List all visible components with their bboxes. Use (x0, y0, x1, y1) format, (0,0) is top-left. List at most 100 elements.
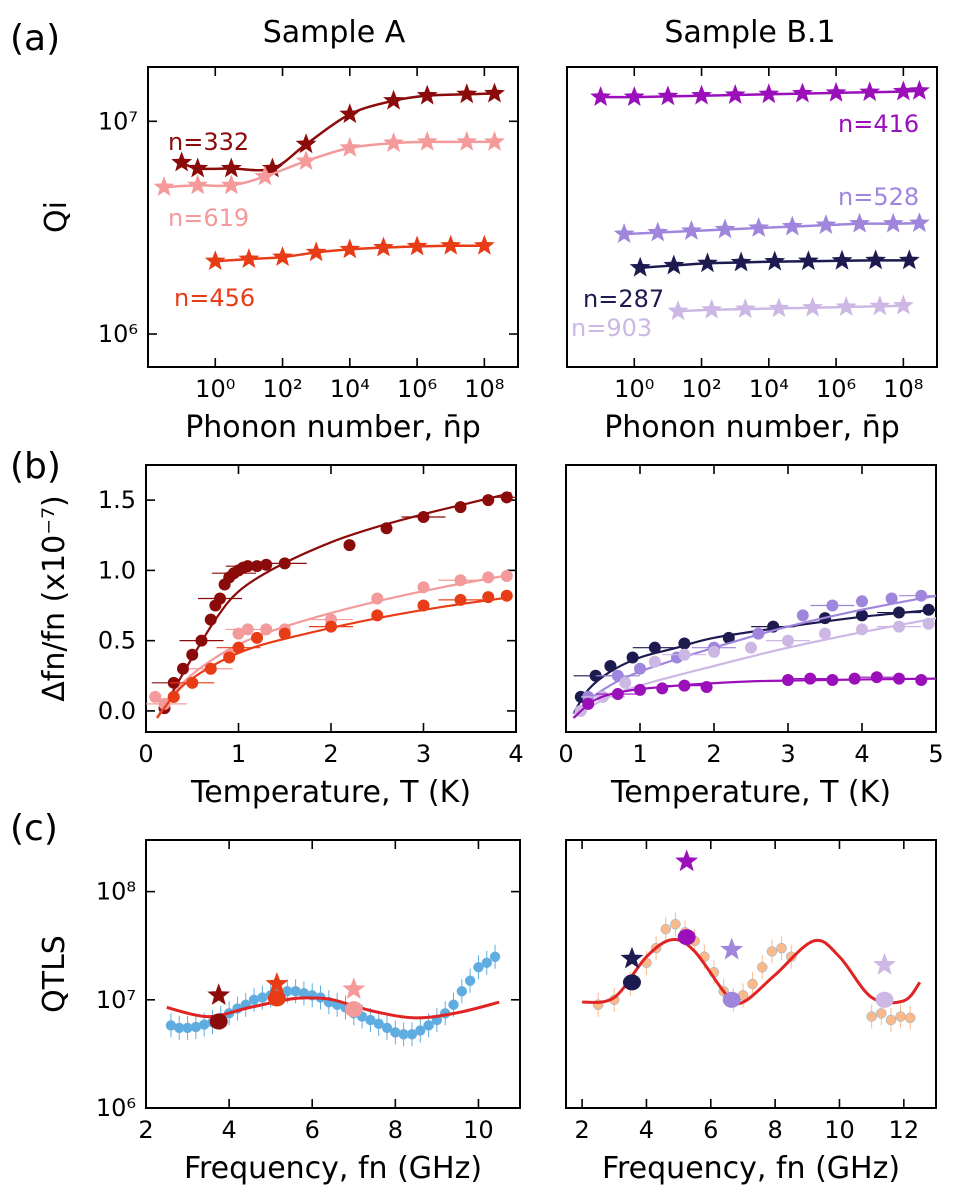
data-point (905, 1012, 916, 1024)
x-tick-label: 6 (305, 1116, 320, 1144)
star-marker (416, 130, 438, 151)
x-tick-label: 8 (388, 1116, 403, 1144)
star-marker (187, 157, 209, 178)
star-marker (254, 165, 276, 186)
star-marker (187, 174, 209, 195)
panel-letter-b: (b) (10, 446, 61, 487)
x-tick-label: 0 (558, 740, 573, 768)
y-tick-label: 10⁶ (96, 1094, 136, 1122)
y-tick-label: 10⁷ (96, 986, 136, 1014)
mode-circle-marker (722, 991, 741, 1008)
star-marker (859, 81, 881, 102)
star-marker (456, 83, 478, 104)
star-marker (681, 220, 702, 240)
star-marker (734, 298, 756, 318)
data-point (856, 595, 868, 608)
star-marker (153, 176, 175, 197)
series-label: n=332 (168, 128, 249, 156)
star-marker (657, 85, 679, 106)
star-marker (663, 254, 685, 275)
series-line (181, 92, 495, 172)
star-marker (484, 82, 505, 103)
star-marker (339, 238, 361, 259)
mode-star-marker (873, 952, 896, 975)
x-tick-label: 10⁴ (330, 375, 370, 403)
data-point (895, 1011, 906, 1022)
star-marker (691, 84, 712, 105)
star-marker (892, 80, 914, 101)
star-marker (724, 84, 746, 104)
y-tick-label: 10⁸ (96, 878, 136, 906)
star-marker (204, 250, 226, 271)
x-axis-label: Temperature, T (K) (190, 775, 471, 810)
series-label: n=287 (583, 285, 664, 313)
data-point (481, 957, 493, 969)
panel-c-sample-a: 2 4 6 8 10 10⁶ 10⁷ 10⁸ Frequency, fn (GHz) QTLS (37, 839, 521, 1186)
data-point (766, 946, 778, 957)
star-marker (456, 130, 478, 151)
star-marker (373, 236, 394, 257)
data-point (708, 645, 720, 658)
mode-circle-marker (875, 991, 894, 1008)
star-marker (272, 246, 293, 266)
plot-area (165, 944, 501, 1047)
panel-b-sample-a: 0 1 2 3 4 0.0 0.5 1.0 1.5 Temperature, T (K) Δfn/f… (37, 464, 524, 810)
mode-star-marker (675, 849, 699, 872)
data-point (149, 690, 162, 703)
axes-frame (147, 66, 519, 368)
star-marker (730, 251, 752, 272)
data-point (177, 662, 189, 675)
star-marker (484, 130, 505, 151)
y-axis-label: QTLS (37, 935, 72, 1013)
y-tick-label: 1.0 (98, 556, 136, 584)
plot-area (590, 79, 930, 321)
star-marker (473, 234, 495, 255)
star-marker (629, 256, 651, 277)
series-label: n=456 (174, 284, 255, 312)
panel-a-sample-b1: 10⁰ 10² 10⁴ 10⁶ 10⁸ Phonon number, n̄p n=416 n=… (566, 66, 938, 445)
plot-area (153, 82, 505, 271)
star-marker (305, 241, 327, 262)
series-label: n=528 (838, 183, 919, 211)
data-point (500, 589, 513, 602)
series-label: n=416 (838, 110, 919, 138)
data-point (876, 1008, 887, 1019)
x-tick-label: 10⁰ (195, 375, 235, 403)
data-point (232, 627, 245, 640)
fit-line (572, 677, 936, 719)
data-point (757, 961, 768, 973)
axes-frame (145, 839, 521, 1109)
data-point (214, 592, 226, 605)
star-marker (781, 215, 803, 236)
x-tick-label: 0 (138, 740, 153, 768)
data-point (251, 631, 263, 644)
mode-star-marker (720, 937, 744, 960)
star-marker (238, 248, 260, 268)
star-marker (667, 300, 689, 321)
data-point (678, 648, 691, 661)
x-tick-label: 10 (463, 1116, 494, 1144)
data-point (670, 918, 681, 930)
panel-c-sample-b1: 2 4 6 8 10 12 Frequency, fn (GHz) (565, 839, 937, 1186)
star-marker (623, 86, 645, 106)
axes-frame (566, 66, 938, 368)
star-marker (714, 218, 736, 239)
star-marker (748, 217, 770, 237)
star-marker (882, 212, 904, 233)
data-point (373, 1018, 384, 1030)
series-label: n=619 (168, 204, 249, 232)
star-marker (825, 81, 847, 102)
star-marker (909, 212, 930, 233)
star-marker (440, 234, 462, 255)
x-tick-label: 10² (681, 375, 721, 403)
data-point (415, 1025, 426, 1036)
star-marker (797, 250, 819, 271)
star-marker (909, 79, 930, 100)
x-tick-label: 2 (323, 740, 338, 768)
panel-letter-a: (a) (10, 18, 60, 59)
data-point (464, 975, 476, 987)
data-point (656, 682, 669, 695)
panel-letter-c: (c) (10, 808, 58, 849)
star-marker (758, 83, 780, 104)
star-marker (764, 250, 786, 271)
